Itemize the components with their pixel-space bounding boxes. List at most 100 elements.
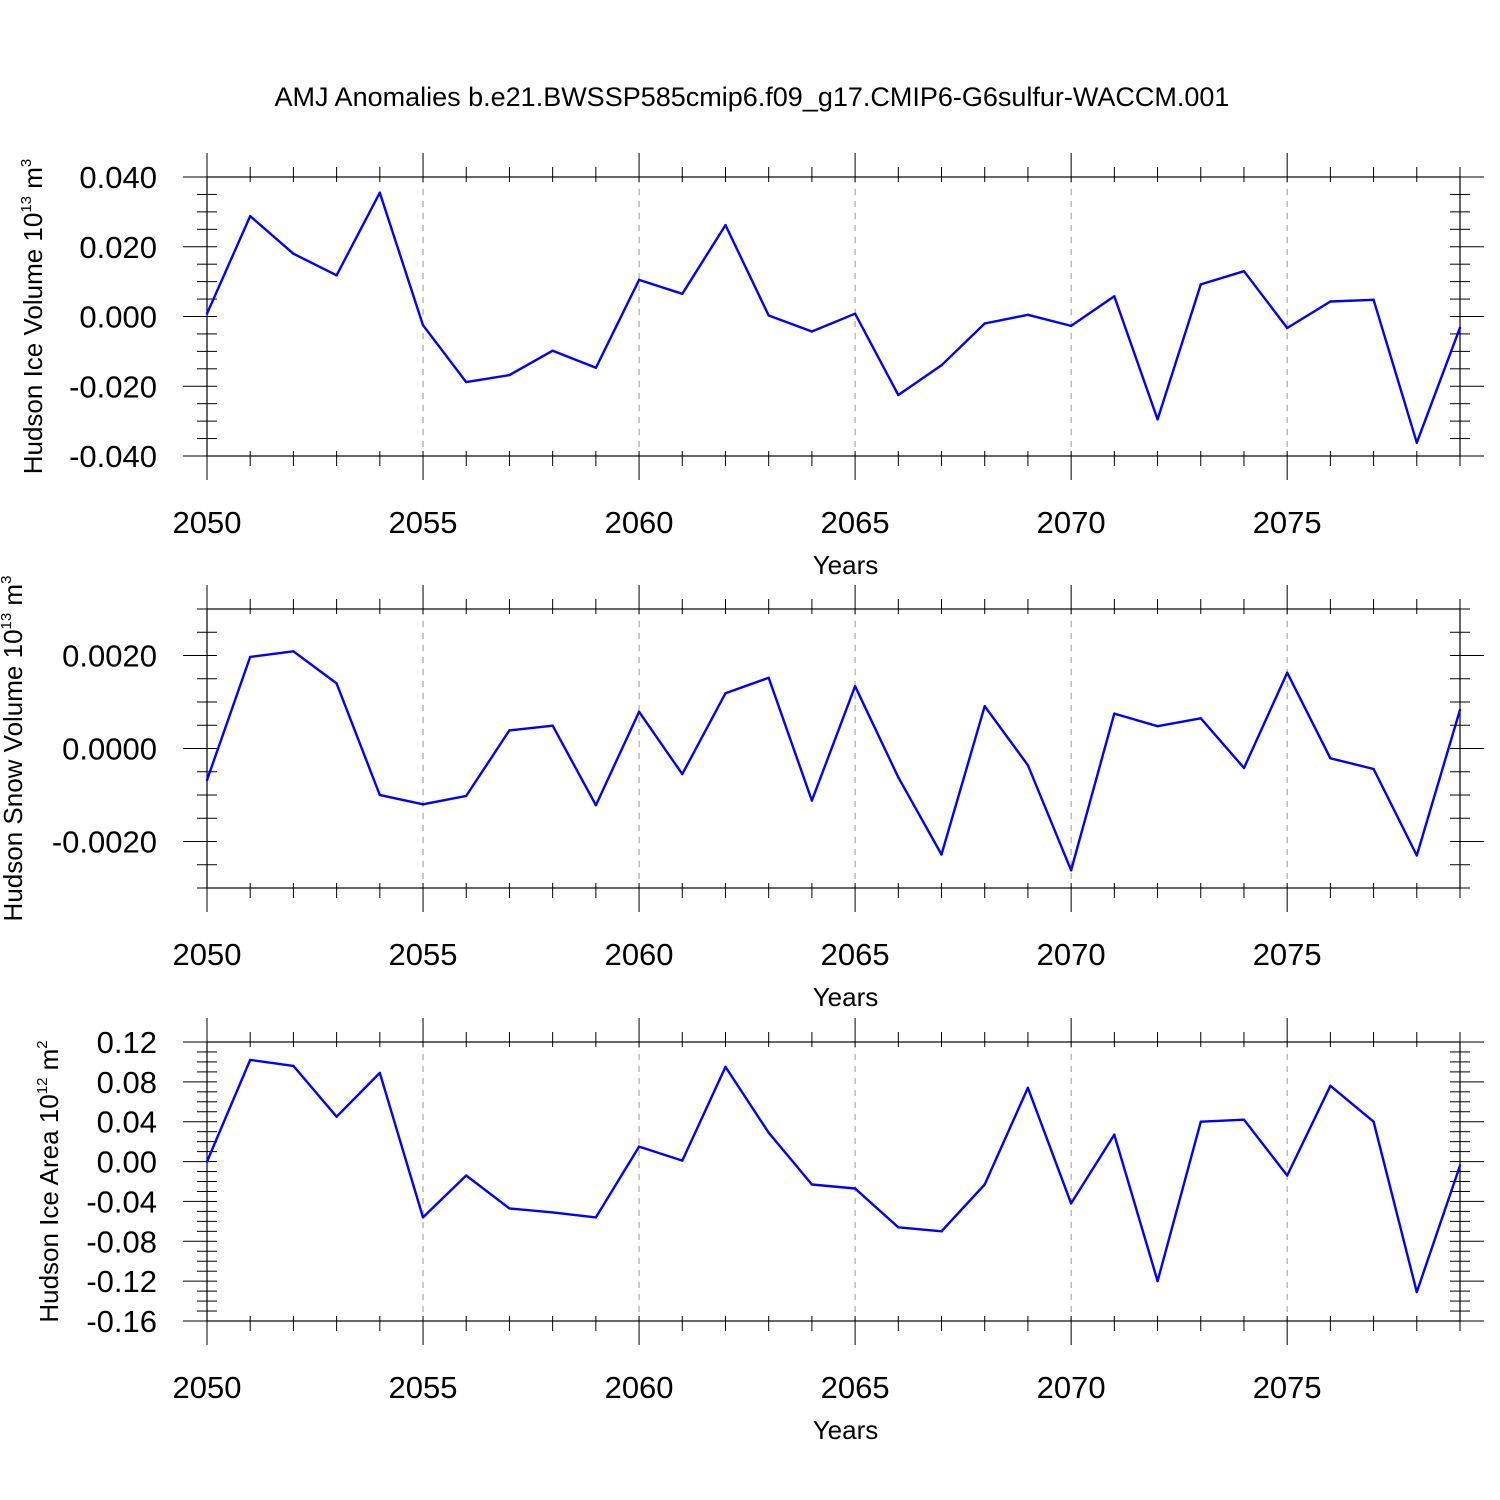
data-point [1026, 764, 1030, 767]
y-axis-label: Hudson Ice Volume 1013 m3 [18, 159, 48, 475]
y-tick-label: 0.00 [97, 1145, 157, 1180]
data-point [378, 191, 382, 194]
data-point [292, 1064, 295, 1068]
x-tick-label: 2075 [1253, 1370, 1322, 1405]
data-point [1026, 313, 1030, 316]
y-tick-label: -0.12 [86, 1264, 157, 1299]
data-point [1415, 1290, 1418, 1294]
y-tick-label: 0.0000 [62, 732, 157, 767]
data-point [810, 330, 814, 333]
data-point [1113, 295, 1116, 298]
data-point [1329, 300, 1332, 303]
data-point [1329, 1084, 1332, 1088]
x-tick-label: 2060 [605, 1370, 674, 1405]
data-point [205, 778, 209, 782]
x-tick-label: 2050 [173, 937, 242, 972]
data-point [1069, 1202, 1073, 1205]
data-point [1285, 671, 1289, 674]
data-point [767, 676, 770, 680]
data-point [1242, 766, 1246, 770]
data-point [724, 1065, 727, 1069]
data-point [508, 729, 511, 732]
data-point [983, 322, 986, 325]
data-point [1199, 283, 1202, 286]
data-point [637, 278, 641, 282]
data-point [681, 772, 684, 776]
data-point [940, 364, 943, 367]
data-point [1458, 1164, 1462, 1167]
data-point [551, 724, 554, 727]
data-point [249, 214, 252, 218]
data-point [1285, 326, 1289, 330]
x-tick-label: 2055 [389, 505, 458, 540]
x-tick-label: 2050 [173, 1370, 242, 1405]
y-tick-label: -0.04 [86, 1184, 157, 1219]
data-point [551, 1211, 554, 1214]
x-tick-label: 2050 [173, 505, 242, 540]
data-point [767, 1131, 770, 1134]
x-tick-label: 2055 [389, 1370, 458, 1405]
data-point [421, 803, 425, 806]
y-tick-label: 0.12 [97, 1025, 157, 1060]
series-line [205, 191, 1462, 444]
data-point [681, 1159, 684, 1162]
y-tick-label: 0.020 [79, 230, 157, 265]
x-tick-label: 2075 [1253, 937, 1322, 972]
data-point [594, 804, 598, 807]
data-point [335, 274, 338, 277]
y-axis-label: Hudson Snow Volume 1013 m3 [0, 576, 28, 922]
x-tick-label: 2060 [605, 937, 674, 972]
y-axis-label: Hudson Ice Area 1012 m2 [34, 1040, 64, 1322]
data-point [335, 1115, 338, 1118]
data-point [1415, 441, 1418, 444]
data-point [1156, 418, 1159, 421]
data-point [249, 655, 252, 659]
x-tick-label: 2070 [1037, 505, 1106, 540]
data-point [637, 1145, 641, 1148]
x-tick-label: 2075 [1253, 505, 1322, 540]
data-point [205, 312, 209, 315]
series-line [205, 650, 1462, 872]
data-point [637, 710, 641, 713]
data-point [767, 314, 770, 317]
data-point [335, 682, 338, 685]
figure-title: AMJ Anomalies b.e21.BWSSP585cmip6.f09_g1… [275, 82, 1230, 112]
data-point [681, 292, 684, 296]
y-tick-label: 0.04 [97, 1105, 157, 1140]
data-point [940, 853, 943, 856]
data-point [421, 324, 425, 327]
data-point [465, 380, 468, 384]
data-point [249, 1058, 252, 1062]
data-point [292, 650, 295, 653]
data-point [551, 349, 554, 352]
data-point [853, 1187, 857, 1190]
x-axis-label: Years [813, 1415, 879, 1445]
data-point [853, 684, 857, 688]
panels: 2050 2055 2060 2065 2070 2075 Years 0.040 0.020 0… [0, 153, 1484, 1445]
panel-3: 2050 2055 2060 2065 2070 2075 Years 0.12 0.08 0.0… [34, 1018, 1484, 1445]
data-point [983, 704, 986, 708]
data-point [378, 1071, 382, 1075]
x-axis-label: Years [813, 982, 879, 1012]
y-tick-label: -0.020 [69, 369, 157, 404]
data-point [897, 776, 900, 779]
data-point [1285, 1174, 1289, 1177]
data-point [1372, 767, 1375, 771]
data-point [1199, 1120, 1202, 1123]
x-tick-label: 2065 [821, 505, 890, 540]
x-tick-label: 2070 [1037, 1370, 1106, 1405]
data-point [292, 252, 295, 255]
data-point [594, 1216, 598, 1219]
data-point [1199, 717, 1202, 720]
data-point [724, 223, 727, 227]
data-point [508, 373, 511, 377]
data-point [1372, 1120, 1375, 1123]
y-tick-label: 0.000 [79, 300, 157, 335]
data-point [1113, 712, 1116, 715]
data-point [508, 1207, 511, 1210]
data-point [724, 691, 727, 695]
data-point [1458, 326, 1462, 329]
plot-frame [206, 1041, 1461, 1322]
data-point [1372, 298, 1375, 301]
